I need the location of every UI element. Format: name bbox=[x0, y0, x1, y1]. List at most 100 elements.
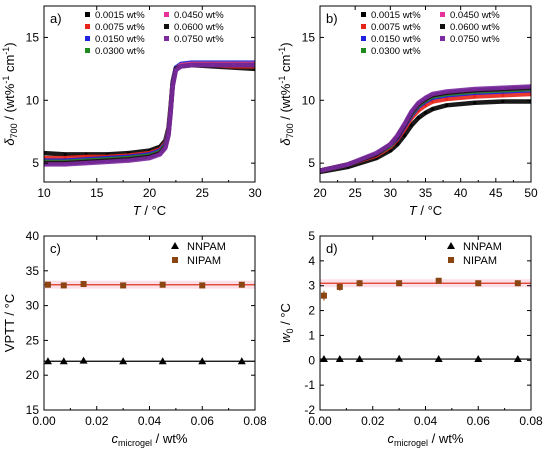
y-tick-label: 10 bbox=[302, 93, 316, 107]
data-point bbox=[445, 97, 449, 101]
data-point bbox=[388, 142, 392, 146]
x-tick-label: 0.00 bbox=[308, 414, 332, 428]
data-point bbox=[430, 107, 435, 111]
data-point bbox=[409, 123, 414, 128]
y-axis-label-unit2: cm bbox=[2, 55, 17, 76]
legend-marker bbox=[171, 242, 179, 249]
data-point bbox=[190, 63, 194, 67]
legend-marker bbox=[85, 36, 90, 41]
legend-marker bbox=[85, 12, 90, 17]
x-tick-label: 0.02 bbox=[85, 414, 109, 428]
data-point bbox=[402, 122, 406, 126]
data-point bbox=[44, 357, 52, 365]
data-point bbox=[179, 64, 183, 68]
x-axis-label: cmicrogel / wt% bbox=[112, 431, 188, 448]
x-tick-label: 0.06 bbox=[467, 414, 491, 428]
y-axis-label-sup: -1 bbox=[277, 76, 287, 84]
data-point bbox=[423, 96, 428, 100]
y-tick-label: 35 bbox=[26, 264, 40, 278]
data-point bbox=[84, 161, 88, 165]
y-axis-label-sub: 0 bbox=[285, 329, 295, 334]
data-point bbox=[474, 355, 483, 363]
y-axis-label-unit: / (wt% bbox=[2, 83, 17, 123]
data-point bbox=[473, 87, 477, 91]
y-tick-label: 1 bbox=[308, 328, 315, 342]
x-tick-label: 20 bbox=[313, 186, 327, 200]
data-point bbox=[423, 111, 428, 115]
data-point bbox=[335, 355, 344, 363]
y-tick-label: 2 bbox=[308, 304, 315, 318]
data-point bbox=[409, 110, 414, 114]
legend-label: 0.0150 wt% bbox=[371, 34, 421, 45]
legend-marker bbox=[440, 24, 445, 29]
series-line bbox=[44, 61, 255, 165]
data-point bbox=[395, 142, 399, 146]
data-point bbox=[198, 357, 207, 365]
legend-label: 0.0450 wt% bbox=[174, 10, 224, 21]
y-tick-label: 5 bbox=[32, 156, 39, 170]
legend-marker bbox=[361, 24, 366, 29]
plot-area bbox=[44, 280, 255, 365]
data-point bbox=[514, 280, 521, 287]
panel-label: c) bbox=[50, 241, 61, 256]
x-tick-label: 0.08 bbox=[243, 414, 267, 428]
data-point bbox=[211, 63, 215, 67]
data-point bbox=[395, 133, 399, 138]
data-point bbox=[232, 63, 236, 67]
x-tick-label: 30 bbox=[384, 186, 398, 200]
plot-area bbox=[44, 60, 255, 167]
data-point bbox=[126, 159, 130, 163]
y-tick-label: 40 bbox=[26, 229, 40, 243]
legend-marker bbox=[440, 36, 445, 41]
y-tick-label: 10 bbox=[26, 93, 40, 107]
data-point bbox=[501, 99, 505, 104]
legend-label: 0.0300 wt% bbox=[95, 46, 145, 57]
data-point bbox=[356, 280, 363, 287]
x-axis-label-symbol: T bbox=[409, 203, 418, 218]
data-point bbox=[416, 116, 421, 120]
data-point bbox=[63, 162, 67, 166]
y-axis-label-unit: / (wt% bbox=[278, 83, 293, 123]
x-axis-label-unit: / °C bbox=[141, 203, 166, 218]
data-point bbox=[79, 356, 88, 364]
data-point bbox=[374, 151, 378, 155]
legend-marker bbox=[361, 12, 366, 17]
x-tick-label: 30 bbox=[248, 186, 262, 200]
data-point bbox=[435, 277, 442, 284]
x-tick-label: 0.00 bbox=[32, 414, 56, 428]
x-tick-label: 40 bbox=[454, 186, 468, 200]
legend-label: 0.0075 wt% bbox=[95, 22, 145, 33]
x-axis-label-sub: microgel bbox=[118, 438, 152, 448]
legend-marker bbox=[164, 24, 169, 29]
y-tick-label: 30 bbox=[26, 299, 40, 313]
y-tick-label: 3 bbox=[308, 279, 315, 293]
data-point bbox=[169, 111, 173, 115]
series-line bbox=[320, 84, 531, 173]
x-axis-label-unit: / wt% bbox=[428, 431, 464, 446]
legend-label: 0.0600 wt% bbox=[174, 22, 224, 33]
x-tick-label: 45 bbox=[489, 186, 503, 200]
legend-marker bbox=[448, 257, 454, 263]
y-tick-label: -2 bbox=[304, 403, 315, 417]
x-tick-label: 0.08 bbox=[519, 414, 543, 428]
plot-area bbox=[320, 277, 531, 363]
legend-label: 0.0075 wt% bbox=[371, 22, 421, 33]
x-axis-label: T / °C bbox=[133, 203, 166, 218]
y-axis-label-unit2: cm bbox=[278, 55, 293, 76]
plot-area bbox=[320, 84, 531, 175]
panel-label: a) bbox=[50, 11, 62, 26]
data-point bbox=[501, 86, 505, 90]
data-point bbox=[44, 281, 51, 288]
data-point bbox=[237, 357, 246, 365]
legend-label: NNPAM bbox=[187, 241, 226, 253]
y-axis-label: w0 / °C bbox=[278, 303, 295, 343]
data-point bbox=[80, 281, 87, 288]
panel-label: b) bbox=[326, 11, 338, 26]
y-tick-label: 15 bbox=[26, 30, 40, 44]
chart-panel-d: 0.00 0.02 0.04 0.06 0.08 -2 -1 0 1 2 3 4 5 cmicrogel … bbox=[278, 229, 543, 448]
legend-marker bbox=[85, 24, 90, 29]
y-axis-label-close: ) bbox=[2, 42, 17, 46]
